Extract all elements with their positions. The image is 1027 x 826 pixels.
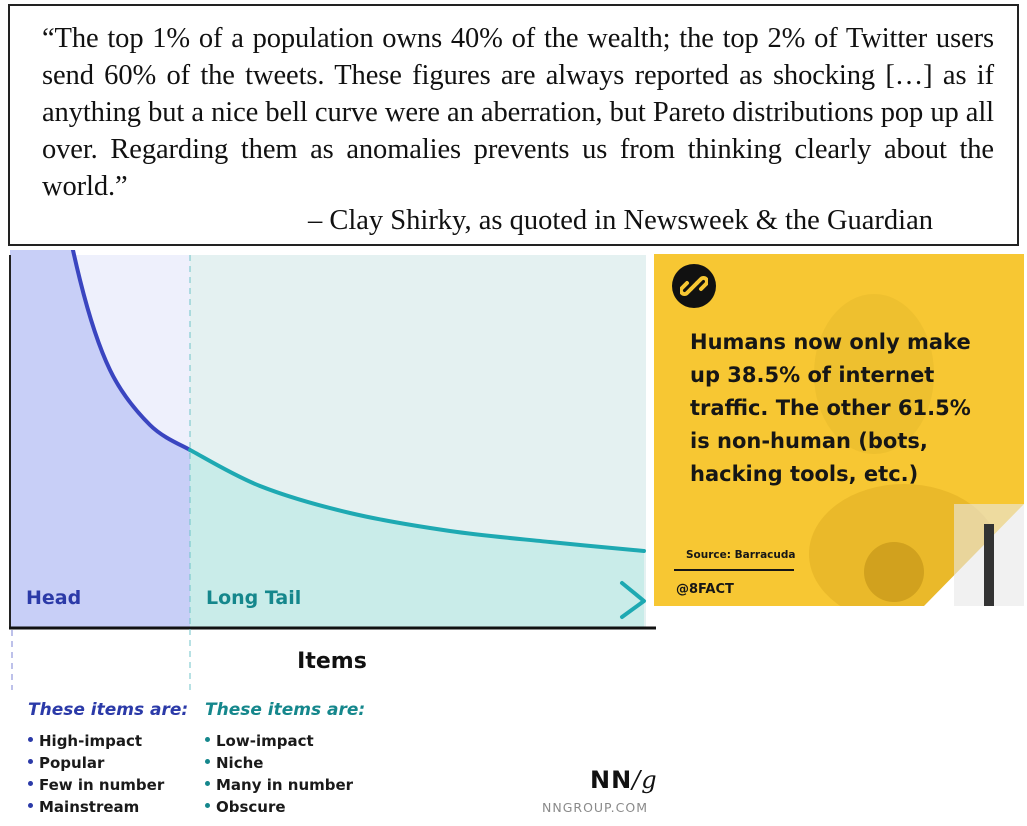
list-item: Low-impact xyxy=(205,730,365,752)
list-item-text: Many in number xyxy=(216,776,354,794)
list-item: Mainstream xyxy=(28,796,188,818)
x-axis-label: Items xyxy=(297,649,367,674)
fact-card: Humans now only make up 38.5% of interne… xyxy=(654,254,1024,606)
tail-items-list: Low-impact Niche Many in number Obscure xyxy=(205,730,365,818)
bullet-icon xyxy=(28,781,33,786)
tail-items-title: These items are: xyxy=(205,700,366,720)
list-item: High-impact xyxy=(28,730,188,752)
tail-items: These items are: Low-impact Niche Many i… xyxy=(205,700,365,818)
list-item-text: High-impact xyxy=(39,732,143,750)
bullet-icon xyxy=(28,759,33,764)
bullet-icon xyxy=(28,803,33,808)
bullet-icon xyxy=(28,737,33,742)
list-item: Few in number xyxy=(28,774,188,796)
head-label: Head xyxy=(26,587,81,609)
nng-url: NNGROUP.COM xyxy=(542,800,648,815)
tail-label: Long Tail xyxy=(206,587,301,609)
nng-logo-mark: NN/g xyxy=(590,766,658,794)
list-item-text: Few in number xyxy=(39,776,165,794)
link-icon xyxy=(672,264,716,308)
logo-slash: / xyxy=(632,766,642,794)
logo-nn: NN xyxy=(590,766,633,794)
bullet-icon xyxy=(205,803,210,808)
tail-curve xyxy=(188,448,646,553)
list-item-text: Low-impact xyxy=(216,732,314,750)
fact-divider xyxy=(674,569,794,571)
quote-attribution: – Clay Shirky, as quoted in Newsweek & t… xyxy=(307,205,933,236)
list-item-text: Popular xyxy=(39,754,105,772)
head-items-list: High-impact Popular Few in number Mainst… xyxy=(28,730,188,818)
quote-text: “The top 1% of a population owns 40% of … xyxy=(42,23,994,202)
list-item: Niche xyxy=(205,752,365,774)
fact-handle: @8FACT xyxy=(676,582,734,597)
logo-g: g xyxy=(641,766,658,794)
tail-area xyxy=(190,450,644,628)
head-items-title: These items are: xyxy=(28,700,189,720)
list-item-text: Mainstream xyxy=(39,798,140,816)
fact-text: Humans now only make up 38.5% of interne… xyxy=(690,330,971,486)
nng-logo: NN/g NNGROUP.COM xyxy=(542,766,658,815)
arrow-head xyxy=(620,581,646,619)
list-item: Many in number xyxy=(205,774,365,796)
bullet-icon xyxy=(205,781,210,786)
bullet-icon xyxy=(205,759,210,764)
quote-box: “The top 1% of a population owns 40% of … xyxy=(8,4,1019,246)
robot-background xyxy=(809,294,1024,606)
fact-source: Source: Barracuda xyxy=(686,549,796,561)
list-item: Obscure xyxy=(205,796,365,818)
head-area xyxy=(10,250,190,628)
long-tail-chart: Head Long Tail Items xyxy=(9,250,656,690)
head-items: These items are: High-impact Popular Few… xyxy=(28,700,188,818)
bullet-icon xyxy=(205,737,210,742)
list-item-text: Obscure xyxy=(216,798,286,816)
list-item-text: Niche xyxy=(216,754,264,772)
list-item: Popular xyxy=(28,752,188,774)
head-curve xyxy=(70,250,192,452)
